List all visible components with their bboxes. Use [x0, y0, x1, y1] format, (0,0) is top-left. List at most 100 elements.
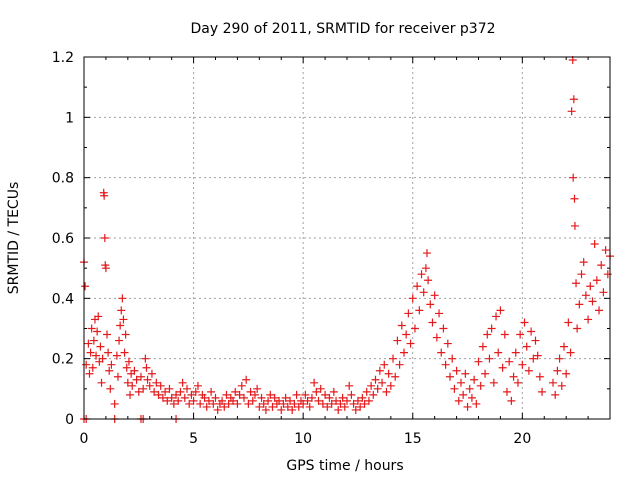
data-point — [584, 315, 593, 324]
y-tick-label: 1 — [65, 110, 74, 126]
data-point — [213, 405, 222, 414]
data-point — [239, 393, 248, 402]
data-point — [569, 95, 578, 104]
data-point — [104, 348, 113, 357]
data-point — [424, 276, 433, 285]
data-point — [498, 363, 507, 372]
y-tick-label: 0.8 — [52, 171, 74, 187]
data-point — [483, 330, 492, 339]
data-point — [410, 324, 419, 333]
data-point — [242, 375, 251, 384]
data-point — [476, 381, 485, 390]
data-point — [84, 339, 93, 348]
data-point — [406, 339, 415, 348]
data-point — [167, 393, 176, 402]
data-point — [117, 306, 126, 315]
data-point — [185, 399, 194, 408]
data-point — [522, 342, 531, 351]
data-point — [527, 327, 536, 336]
data-point — [246, 387, 255, 396]
data-point — [327, 399, 336, 408]
data-point — [301, 390, 310, 399]
data-point — [270, 393, 279, 402]
data-point — [351, 405, 360, 414]
data-point — [389, 354, 398, 363]
data-point — [538, 387, 547, 396]
data-point — [128, 381, 137, 390]
data-point — [481, 369, 490, 378]
data-point — [336, 399, 345, 408]
data-point — [533, 351, 542, 360]
data-point — [432, 333, 441, 342]
data-point — [139, 384, 148, 393]
data-point — [419, 288, 428, 297]
data-point — [136, 372, 145, 381]
data-point — [120, 348, 129, 357]
data-point — [597, 261, 606, 270]
data-point — [402, 330, 411, 339]
data-point — [202, 402, 211, 411]
data-point — [570, 221, 579, 230]
data-point — [172, 390, 181, 399]
data-point — [557, 381, 566, 390]
data-point — [456, 378, 465, 387]
data-point — [220, 402, 229, 411]
data-point — [183, 384, 192, 393]
data-point — [142, 363, 151, 372]
data-point — [292, 390, 301, 399]
data-point — [118, 294, 127, 303]
grid — [84, 57, 610, 419]
data-point — [590, 240, 599, 249]
data-point — [281, 393, 290, 402]
data-point — [421, 264, 430, 273]
data-point — [569, 173, 578, 182]
data-point — [573, 324, 582, 333]
data-point — [154, 390, 163, 399]
data-point — [367, 381, 376, 390]
data-point — [373, 384, 382, 393]
data-point — [100, 191, 109, 200]
data-point — [316, 384, 325, 393]
data-point — [551, 390, 560, 399]
data-point — [152, 378, 161, 387]
data-point — [478, 342, 487, 351]
data-point — [581, 291, 590, 300]
data-point — [531, 336, 540, 345]
data-point — [437, 348, 446, 357]
data-point — [325, 393, 334, 402]
data-point — [123, 378, 132, 387]
data-point — [93, 327, 102, 336]
data-point — [106, 384, 115, 393]
data-point — [321, 390, 330, 399]
data-point — [564, 318, 573, 327]
data-point — [279, 399, 288, 408]
data-point — [470, 375, 479, 384]
data-point — [303, 396, 312, 405]
data-point — [255, 402, 264, 411]
data-point — [384, 369, 393, 378]
data-point — [562, 369, 571, 378]
data-point — [286, 396, 295, 405]
data-point — [189, 396, 198, 405]
data-point — [204, 396, 213, 405]
data-point — [145, 381, 154, 390]
data-point — [378, 378, 387, 387]
data-point — [511, 348, 520, 357]
data-point — [588, 297, 597, 306]
y-tick-label: 0.4 — [52, 291, 74, 307]
data-point — [248, 396, 257, 405]
data-point — [485, 354, 494, 363]
data-point — [191, 387, 200, 396]
data-point — [340, 402, 349, 411]
data-point — [500, 330, 509, 339]
data-point — [113, 372, 122, 381]
data-point — [163, 396, 172, 405]
data-point — [261, 405, 270, 414]
data-point — [250, 390, 259, 399]
data-point — [332, 396, 341, 405]
data-point — [586, 282, 595, 291]
data-point — [334, 405, 343, 414]
data-point — [391, 372, 400, 381]
data-point — [87, 324, 96, 333]
data-point — [88, 363, 97, 372]
